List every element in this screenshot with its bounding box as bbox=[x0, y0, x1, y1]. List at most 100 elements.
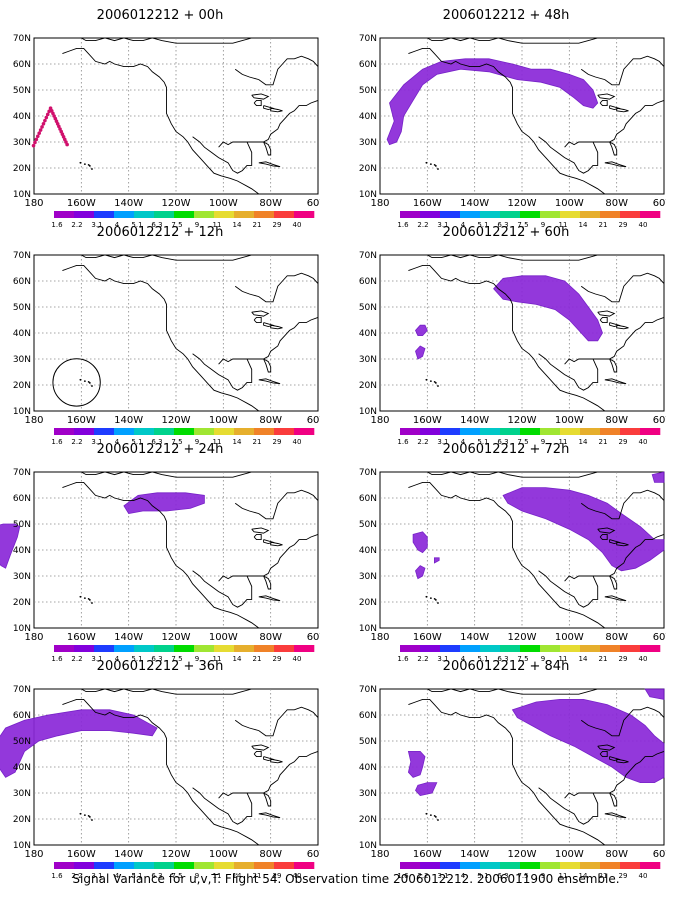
longitude-label: 140W bbox=[114, 849, 143, 860]
colorbar-label: 7.5 bbox=[517, 655, 528, 662]
colorbar-swatch bbox=[520, 428, 541, 435]
variance-region bbox=[412, 531, 428, 554]
island-dot bbox=[87, 814, 90, 817]
flight-track-point bbox=[41, 122, 46, 126]
island-dot bbox=[429, 597, 432, 599]
flight-track-point bbox=[47, 109, 51, 114]
colorbar-swatch bbox=[214, 862, 235, 869]
island-dot bbox=[429, 163, 432, 166]
colorbar-swatch bbox=[54, 862, 75, 869]
colorbar-swatch bbox=[500, 862, 521, 869]
colorbar-swatch bbox=[154, 862, 175, 869]
colorbar-swatch bbox=[600, 428, 621, 435]
colorbar-label: 11 bbox=[559, 221, 568, 228]
longitude-label: 100W bbox=[209, 632, 238, 643]
longitude-label: 180 bbox=[24, 632, 43, 643]
colorbar-label: 14 bbox=[579, 872, 588, 879]
longitude-label: 100W bbox=[209, 415, 238, 426]
colorbar-label: 6.3 bbox=[151, 221, 162, 228]
colorbar-swatch bbox=[294, 211, 315, 218]
latitude-label: 30N bbox=[359, 789, 377, 799]
longitude-label: 120W bbox=[508, 415, 537, 426]
variance-region bbox=[644, 688, 665, 700]
colorbar-swatch bbox=[234, 645, 255, 652]
island-dot bbox=[437, 819, 439, 821]
colorbar-label: 9 bbox=[195, 655, 199, 662]
colorbar-label: 4 bbox=[115, 655, 120, 662]
latitude-label: 20N bbox=[13, 598, 31, 608]
island-dot bbox=[91, 385, 93, 387]
colorbar-swatch bbox=[640, 862, 661, 869]
colorbar-swatch bbox=[134, 645, 155, 652]
flight-track-point bbox=[33, 140, 37, 145]
colorbar-swatch bbox=[134, 428, 155, 435]
latitude-label: 70N bbox=[359, 468, 377, 478]
island-dot bbox=[79, 595, 82, 598]
island-dot bbox=[79, 812, 82, 815]
colorbar-swatch bbox=[500, 645, 521, 652]
colorbar-label: 1.6 bbox=[51, 438, 63, 445]
longitude-label: 80W bbox=[259, 198, 282, 209]
colorbar-label: 5.1 bbox=[477, 221, 488, 228]
flight-track-point bbox=[34, 137, 39, 142]
colorbar-swatch bbox=[480, 428, 501, 435]
latitude-label: 30N bbox=[359, 572, 377, 582]
colorbar-swatch bbox=[580, 211, 601, 218]
colorbar-swatch bbox=[400, 211, 421, 218]
colorbar-label: 2.2 bbox=[417, 655, 428, 662]
colorbar-swatch bbox=[540, 428, 561, 435]
longitude-label: 140W bbox=[114, 415, 143, 426]
colorbar-label: 6.3 bbox=[497, 655, 508, 662]
colorbar-label: 1.6 bbox=[397, 438, 409, 445]
colorbar-swatch bbox=[254, 428, 275, 435]
island-dot bbox=[429, 380, 432, 382]
latitude-label: 60N bbox=[13, 60, 31, 70]
colorbar-label: 7.5 bbox=[171, 438, 182, 445]
colorbar-swatch bbox=[620, 862, 641, 869]
colorbar-label: 21 bbox=[253, 438, 262, 445]
variance-region bbox=[502, 487, 665, 572]
colorbar-label: 2.2 bbox=[417, 872, 428, 879]
latitude-label: 40N bbox=[359, 763, 377, 773]
colorbar-swatch bbox=[294, 428, 315, 435]
colorbar-label: 29 bbox=[273, 872, 282, 879]
colorbar-label: 40 bbox=[639, 655, 648, 662]
colorbar-swatch bbox=[174, 428, 195, 435]
latitude-label: 10N bbox=[13, 624, 31, 634]
longitude-label: 120W bbox=[508, 632, 537, 643]
colorbar-swatch bbox=[440, 862, 461, 869]
island-dot bbox=[437, 385, 439, 387]
colorbar-label: 9 bbox=[541, 221, 545, 228]
longitude-label: 160W bbox=[413, 632, 442, 643]
island-dot bbox=[88, 599, 91, 601]
colorbar-label: 29 bbox=[619, 655, 628, 662]
colorbar-label: 6.3 bbox=[497, 438, 508, 445]
latitude-label: 20N bbox=[359, 164, 377, 174]
latitude-label: 50N bbox=[359, 303, 377, 313]
colorbar-swatch bbox=[214, 428, 235, 435]
longitude-label: 60W bbox=[307, 632, 320, 643]
longitude-label: 60W bbox=[653, 632, 666, 643]
latitude-label: 60N bbox=[13, 494, 31, 504]
longitude-label: 160W bbox=[413, 198, 442, 209]
colorbar-label: 3.1 bbox=[437, 872, 448, 879]
island-dot bbox=[88, 382, 91, 384]
colorbar-swatch bbox=[560, 862, 581, 869]
colorbar-label: 14 bbox=[579, 438, 588, 445]
latitude-label: 70N bbox=[359, 34, 377, 44]
latitude-label: 20N bbox=[359, 598, 377, 608]
colorbar-label: 1.6 bbox=[397, 655, 409, 662]
colorbar-swatch bbox=[640, 428, 661, 435]
coastline bbox=[62, 471, 319, 629]
colorbar-swatch bbox=[440, 645, 461, 652]
colorbar-label: 3.1 bbox=[91, 438, 102, 445]
latitude-label: 30N bbox=[13, 789, 31, 799]
colorbar-label: 2.2 bbox=[71, 655, 82, 662]
colorbar-label: 2.2 bbox=[417, 221, 428, 228]
colorbar-label: 4 bbox=[461, 872, 466, 879]
colorbar-swatch bbox=[154, 645, 175, 652]
variance-region bbox=[415, 565, 426, 580]
latitude-label: 40N bbox=[359, 546, 377, 556]
